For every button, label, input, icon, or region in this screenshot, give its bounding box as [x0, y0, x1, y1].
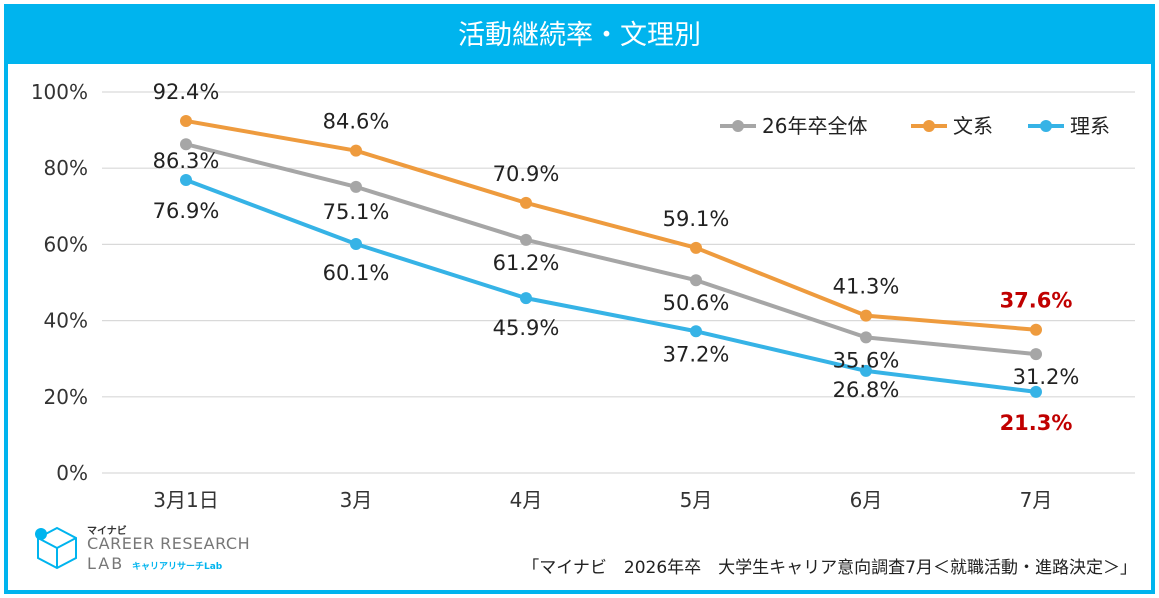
data-point	[860, 331, 872, 344]
data-label: 60.1%	[323, 261, 390, 285]
y-tick-label: 40%	[44, 309, 88, 333]
x-tick-label: 3月	[340, 488, 373, 512]
data-point	[520, 196, 532, 209]
cube-logo-icon	[35, 526, 77, 570]
series-line	[185, 118, 1037, 332]
data-point	[520, 233, 532, 246]
data-label: 26.8%	[833, 378, 900, 402]
legend-marker	[923, 120, 935, 132]
data-label: 84.6%	[323, 110, 390, 134]
data-label: 50.6%	[663, 291, 730, 315]
x-tick-label: 4月	[510, 488, 543, 512]
x-tick-label: 3月1日	[153, 488, 218, 512]
data-point	[690, 325, 702, 338]
career-research-lab-logo: マイナビ CAREER RESEARCH LAB キャリアリサーチLab	[32, 522, 252, 573]
data-label: 61.2%	[493, 251, 560, 275]
data-label: 86.3%	[153, 149, 220, 173]
data-label: 76.9%	[153, 199, 220, 223]
chart-title: 活動継続率・文理別	[8, 8, 1151, 64]
data-label: 92.4%	[153, 80, 220, 104]
legend-label: 文系	[953, 114, 993, 138]
data-label: 37.6%	[1000, 289, 1073, 313]
data-label: 31.2%	[1013, 365, 1080, 389]
x-tick-label: 6月	[850, 488, 883, 512]
data-point	[180, 138, 192, 151]
data-point	[690, 274, 702, 287]
logo-main-text: CAREER RESEARCH	[87, 534, 251, 553]
data-label: 37.2%	[663, 342, 730, 366]
data-label: 41.3%	[833, 275, 900, 299]
data-point	[520, 292, 532, 305]
logo-sub-text: キャリアリサーチLab	[132, 562, 223, 572]
data-point	[1030, 323, 1042, 336]
data-label: 21.3%	[1000, 411, 1073, 435]
data-point	[1030, 385, 1042, 398]
x-tick-label: 5月	[680, 488, 713, 512]
data-point	[180, 174, 192, 187]
y-tick-label: 100%	[31, 80, 88, 104]
logo-kana: マイナビ	[87, 526, 127, 537]
data-label: 59.1%	[663, 207, 730, 231]
data-point	[1030, 348, 1042, 361]
data-point	[860, 309, 872, 322]
series-line	[185, 142, 1037, 357]
y-tick-label: 20%	[44, 385, 88, 409]
data-label: 70.9%	[493, 162, 560, 186]
logo-lab-text: LAB	[87, 554, 125, 573]
source-note: 「マイナビ 2026年卒 大学生キャリア意向調査7月＜就職活動・進路決定＞」	[522, 558, 1137, 578]
series-line	[185, 178, 1037, 394]
data-label: 45.9%	[493, 316, 560, 340]
x-tick-label: 7月	[1020, 488, 1053, 512]
legend-label: 理系	[1070, 114, 1110, 138]
data-point	[350, 238, 362, 251]
y-tick-label: 60%	[44, 232, 88, 256]
data-point	[860, 364, 872, 377]
data-label: 35.6%	[833, 348, 900, 372]
legend-marker	[1040, 120, 1052, 132]
chart-frame: 活動継続率・文理別 0% 20% 40% 60% 80% 100% 3月1日 3月 4月 5月 6月…	[4, 4, 1155, 594]
data-point	[350, 180, 362, 193]
data-point	[180, 114, 192, 127]
data-point	[690, 241, 702, 254]
line-chart: 0% 20% 40% 60% 80% 100% 3月1日 3月 4月 5月 6月 7月 86.3% 75.…	[31, 80, 1135, 512]
data-label: 75.1%	[323, 200, 390, 224]
legend-marker	[732, 120, 744, 132]
y-tick-label: 0%	[56, 461, 88, 485]
data-point	[350, 144, 362, 157]
y-tick-label: 80%	[44, 156, 88, 180]
legend-label: 26年卒全体	[762, 114, 867, 138]
